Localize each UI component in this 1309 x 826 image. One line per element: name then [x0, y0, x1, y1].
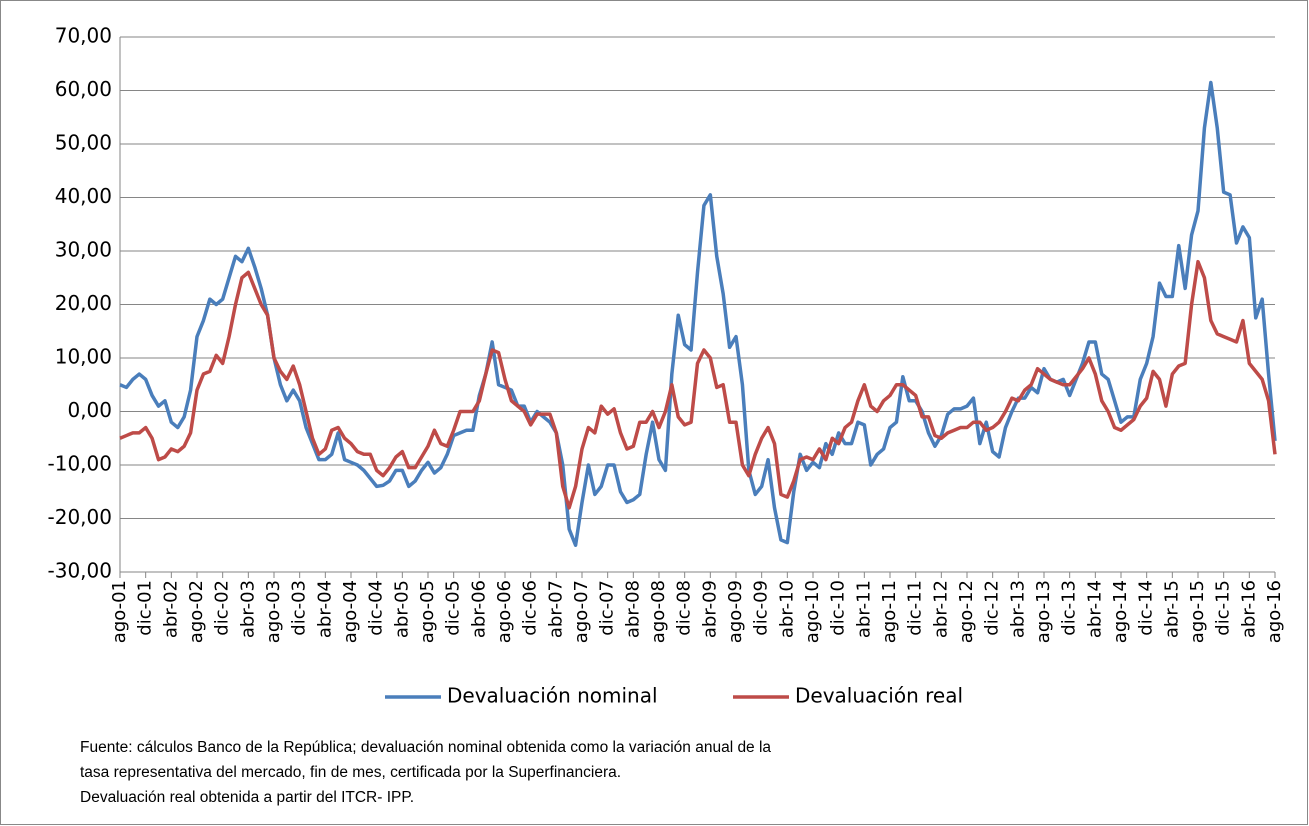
legend-label: Devaluación nominal: [447, 684, 658, 708]
x-tick-label: dic-05: [443, 580, 464, 636]
series-line: [119, 80, 1277, 547]
x-tick-label: ago-14: [1110, 580, 1131, 643]
x-tick-label: ago-11: [879, 580, 900, 643]
footnote: tasa representativa del mercado, fin de …: [80, 764, 621, 781]
y-tick-label: 50,00: [55, 131, 112, 155]
x-tick-label: ago-02: [186, 580, 207, 643]
x-tick-label: abr-03: [237, 580, 258, 638]
x-tick-label: dic-12: [982, 580, 1003, 636]
x-tick-label: ago-03: [263, 580, 284, 643]
x-tick-label: abr-09: [699, 580, 720, 638]
x-tick-label: dic-06: [520, 580, 541, 636]
x-tick-label: abr-11: [853, 580, 874, 638]
x-tick-label: dic-02: [212, 580, 233, 636]
x-tick-label: abr-15: [1161, 580, 1182, 638]
x-tick-label: abr-02: [160, 580, 181, 638]
x-tick-label: dic-11: [905, 580, 926, 636]
x-tick-label: ago-16: [1264, 580, 1285, 643]
x-tick-label: abr-08: [622, 580, 643, 638]
x-tick-label: dic-10: [828, 580, 849, 636]
x-tick-label: ago-12: [956, 580, 977, 643]
footnote: Devaluación real obtenida a partir del I…: [80, 789, 414, 806]
y-tick-label: -20,00: [48, 505, 112, 529]
y-tick-label: 30,00: [55, 238, 112, 262]
x-tick-label: ago-05: [417, 580, 438, 643]
x-tick-label: abr-06: [468, 580, 489, 638]
y-tick-label: 40,00: [55, 184, 112, 208]
y-tick-label: -30,00: [48, 559, 112, 583]
y-tick-label: 70,00: [55, 24, 112, 48]
x-tick-label: abr-07: [545, 580, 566, 638]
x-tick-label: abr-12: [930, 580, 951, 638]
footnote: Fuente: cálculos Banco de la República; …: [80, 739, 771, 756]
x-tick-label: ago-07: [571, 580, 592, 643]
x-tick-label: ago-04: [340, 580, 361, 643]
x-tick-label: dic-03: [289, 580, 310, 636]
x-tick-label: abr-14: [1084, 580, 1105, 638]
x-tick-label: ago-08: [648, 580, 669, 643]
x-tick-label: dic-14: [1136, 580, 1157, 636]
x-tick-label: ago-13: [1033, 580, 1054, 643]
series-line: [119, 259, 1277, 510]
x-tick-label: dic-04: [366, 580, 387, 636]
y-tick-label: -10,00: [48, 452, 112, 476]
x-tick-label: dic-15: [1213, 580, 1234, 636]
x-tick-label: ago-09: [725, 580, 746, 643]
y-tick-label: 20,00: [55, 291, 112, 315]
x-tick-label: abr-16: [1238, 580, 1259, 638]
x-tick-label: dic-09: [751, 580, 772, 636]
x-tick-label: abr-05: [391, 580, 412, 638]
x-tick-label: ago-01: [109, 580, 130, 643]
x-tick-label: dic-01: [135, 580, 156, 636]
x-tick-label: abr-10: [776, 580, 797, 638]
y-tick-label: 0,00: [67, 398, 112, 422]
legend-label: Devaluación real: [795, 684, 963, 708]
x-tick-label: dic-13: [1059, 580, 1080, 636]
x-tick-label: abr-04: [314, 580, 335, 638]
x-tick-label: dic-08: [674, 580, 695, 636]
x-tick-label: dic-07: [597, 580, 618, 636]
x-tick-label: ago-15: [1187, 580, 1208, 643]
x-tick-label: abr-13: [1007, 580, 1028, 638]
x-tick-label: ago-10: [802, 580, 823, 643]
y-tick-label: 10,00: [55, 345, 112, 369]
y-tick-label: 60,00: [55, 77, 112, 101]
x-tick-label: ago-06: [494, 580, 515, 643]
